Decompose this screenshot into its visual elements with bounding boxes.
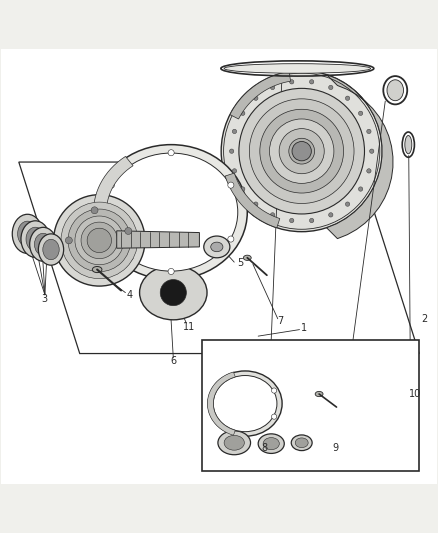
Circle shape [270, 85, 275, 90]
Circle shape [232, 130, 237, 134]
Ellipse shape [315, 391, 323, 397]
Circle shape [228, 236, 234, 242]
Circle shape [232, 169, 237, 173]
Ellipse shape [204, 236, 230, 258]
Circle shape [91, 207, 98, 214]
Circle shape [240, 187, 245, 191]
Circle shape [272, 414, 277, 419]
Circle shape [230, 149, 234, 154]
Circle shape [61, 202, 138, 279]
Ellipse shape [244, 255, 251, 261]
Ellipse shape [26, 227, 45, 251]
Circle shape [168, 150, 174, 156]
Circle shape [292, 141, 311, 161]
Ellipse shape [263, 438, 279, 450]
Circle shape [290, 219, 294, 223]
Circle shape [269, 119, 334, 183]
Circle shape [228, 182, 234, 188]
Text: 9: 9 [332, 443, 339, 454]
Circle shape [108, 182, 114, 188]
Circle shape [272, 388, 277, 393]
Circle shape [346, 96, 350, 100]
Ellipse shape [92, 266, 102, 272]
Circle shape [254, 202, 258, 206]
Ellipse shape [95, 144, 247, 279]
Ellipse shape [224, 435, 244, 450]
Ellipse shape [387, 80, 403, 101]
Text: 1: 1 [301, 324, 307, 333]
Circle shape [81, 222, 117, 259]
Circle shape [108, 236, 114, 242]
Circle shape [240, 111, 245, 116]
Circle shape [68, 209, 131, 272]
Circle shape [254, 96, 258, 100]
Polygon shape [19, 162, 419, 353]
Polygon shape [225, 173, 280, 228]
Circle shape [328, 85, 333, 90]
Ellipse shape [258, 434, 284, 454]
Ellipse shape [18, 221, 37, 247]
Polygon shape [117, 231, 199, 248]
Ellipse shape [21, 221, 49, 257]
Polygon shape [230, 71, 290, 119]
Circle shape [310, 79, 314, 84]
Ellipse shape [105, 153, 238, 271]
Circle shape [65, 237, 72, 244]
Circle shape [346, 202, 350, 206]
Text: 8: 8 [261, 443, 267, 454]
Circle shape [249, 99, 354, 204]
Polygon shape [93, 156, 133, 268]
Text: 2: 2 [421, 314, 427, 324]
Circle shape [270, 213, 275, 217]
Ellipse shape [405, 135, 412, 154]
Circle shape [289, 138, 314, 164]
Ellipse shape [218, 431, 251, 455]
Text: 7: 7 [278, 316, 284, 326]
Text: 5: 5 [237, 258, 243, 268]
Circle shape [75, 216, 124, 265]
Ellipse shape [295, 438, 308, 448]
Polygon shape [207, 372, 235, 435]
Polygon shape [327, 75, 393, 239]
Circle shape [53, 195, 145, 286]
Text: 11: 11 [183, 321, 195, 332]
Circle shape [160, 279, 186, 305]
Circle shape [358, 111, 363, 116]
Circle shape [367, 169, 371, 173]
Ellipse shape [140, 265, 207, 320]
Ellipse shape [43, 239, 59, 260]
Circle shape [125, 228, 132, 235]
Circle shape [310, 219, 314, 223]
Circle shape [239, 88, 364, 214]
Ellipse shape [208, 371, 282, 436]
Text: 3: 3 [41, 294, 47, 304]
Ellipse shape [35, 233, 52, 255]
Circle shape [370, 149, 374, 154]
Circle shape [168, 269, 174, 274]
Text: 4: 4 [127, 290, 133, 300]
Circle shape [367, 130, 371, 134]
Bar [201, 341, 419, 471]
Circle shape [358, 187, 363, 191]
Text: 10: 10 [409, 389, 421, 399]
Ellipse shape [39, 234, 64, 265]
Circle shape [279, 128, 324, 174]
Circle shape [328, 213, 333, 217]
Ellipse shape [224, 63, 371, 73]
Ellipse shape [12, 214, 43, 254]
Circle shape [290, 79, 294, 84]
Ellipse shape [30, 228, 57, 261]
Circle shape [221, 71, 382, 232]
Text: 6: 6 [170, 356, 177, 366]
Circle shape [260, 109, 343, 193]
Ellipse shape [213, 376, 277, 432]
Ellipse shape [211, 242, 223, 252]
Circle shape [87, 228, 112, 253]
Ellipse shape [291, 435, 312, 450]
